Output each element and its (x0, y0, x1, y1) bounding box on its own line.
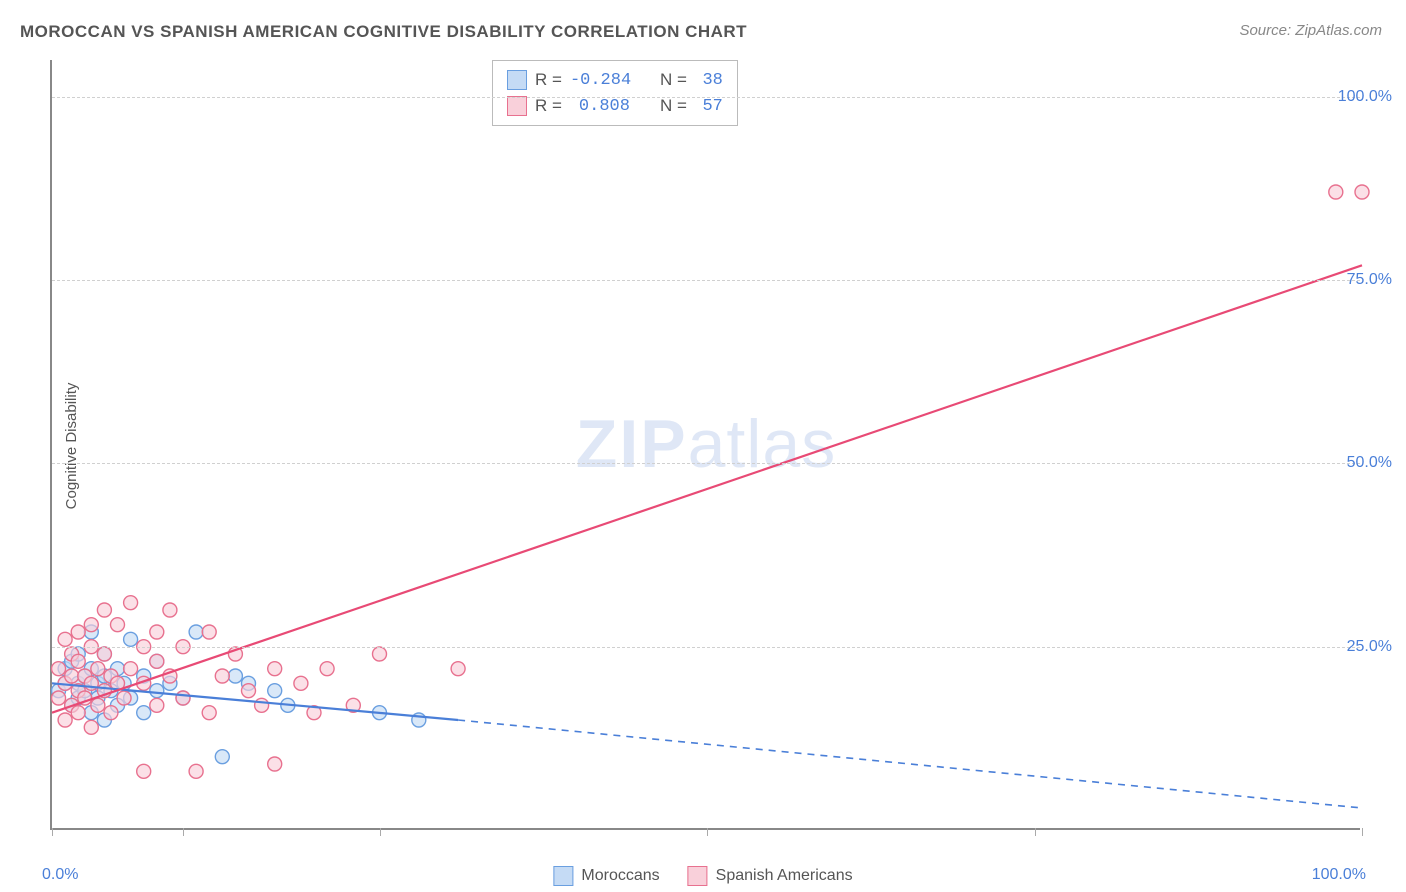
y-tick-label: 25.0% (1347, 638, 1392, 656)
data-point (268, 757, 282, 771)
data-point (84, 720, 98, 734)
data-point (58, 632, 72, 646)
data-point (71, 654, 85, 668)
tick-v (1035, 828, 1036, 836)
data-point (268, 684, 282, 698)
data-point (255, 698, 269, 712)
data-point (215, 750, 229, 764)
data-point (163, 603, 177, 617)
data-point (58, 713, 72, 727)
tick-v (707, 828, 708, 836)
data-point (228, 669, 242, 683)
legend-label-spanish: Spanish Americans (716, 867, 853, 885)
chart-svg (52, 60, 1360, 828)
data-point (150, 684, 164, 698)
gridline-h (52, 97, 1360, 98)
plot-area: ZIPatlas R = -0.284 N = 38 R = 0.808 N =… (50, 60, 1360, 830)
data-point (71, 706, 85, 720)
series-legend: Moroccans Spanish Americans (553, 866, 852, 886)
swatch-spanish-icon (688, 866, 708, 886)
data-point (150, 625, 164, 639)
data-point (176, 691, 190, 705)
y-tick-label: 100.0% (1338, 88, 1392, 106)
tick-v (1362, 828, 1363, 836)
data-point (124, 632, 138, 646)
y-tick-label: 75.0% (1347, 271, 1392, 289)
data-point (97, 603, 111, 617)
data-point (150, 654, 164, 668)
regression-line-spanish (52, 265, 1362, 712)
gridline-h (52, 647, 1360, 648)
data-point (111, 618, 125, 632)
data-point (104, 706, 118, 720)
data-point (320, 662, 334, 676)
tick-v (52, 828, 53, 836)
x-tick-label: 0.0% (42, 866, 78, 884)
data-point (373, 647, 387, 661)
data-point (189, 764, 203, 778)
data-point (268, 662, 282, 676)
gridline-h (52, 280, 1360, 281)
data-point (202, 625, 216, 639)
gridline-h (52, 463, 1360, 464)
chart-title: MOROCCAN VS SPANISH AMERICAN COGNITIVE D… (20, 22, 747, 42)
data-point (202, 706, 216, 720)
data-point (52, 691, 66, 705)
data-point (451, 662, 465, 676)
data-point (150, 698, 164, 712)
data-point (242, 684, 256, 698)
data-point (65, 669, 79, 683)
data-point (137, 764, 151, 778)
data-point (189, 625, 203, 639)
data-point (52, 662, 66, 676)
tick-v (183, 828, 184, 836)
legend-label-moroccans: Moroccans (581, 867, 659, 885)
data-point (84, 618, 98, 632)
data-point (215, 669, 229, 683)
data-point (137, 706, 151, 720)
regression-line-moroccans-extrapolated (458, 720, 1362, 808)
data-point (124, 662, 138, 676)
source-attribution: Source: ZipAtlas.com (1239, 22, 1382, 39)
data-point (71, 625, 85, 639)
data-point (91, 662, 105, 676)
legend-item-spanish: Spanish Americans (688, 866, 853, 886)
data-point (1355, 185, 1369, 199)
legend-item-moroccans: Moroccans (553, 866, 659, 886)
tick-v (380, 828, 381, 836)
data-point (1329, 185, 1343, 199)
data-point (117, 691, 131, 705)
data-point (294, 676, 308, 690)
swatch-moroccans-icon (553, 866, 573, 886)
data-point (91, 698, 105, 712)
data-point (124, 596, 138, 610)
data-point (97, 647, 111, 661)
y-tick-label: 50.0% (1347, 454, 1392, 472)
x-tick-label: 100.0% (1312, 866, 1366, 884)
